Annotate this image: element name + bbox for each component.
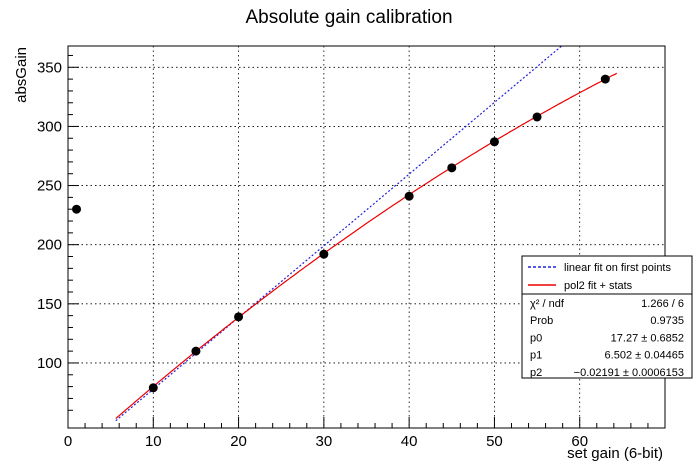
data-points bbox=[72, 74, 610, 393]
x-tick-label: 50 bbox=[486, 433, 503, 450]
grid-lines bbox=[68, 46, 665, 428]
stats-value: −0.02191 ± 0.0006153 bbox=[574, 367, 684, 379]
chart-title: Absolute gain calibration bbox=[245, 7, 452, 28]
x-tick-label: 10 bbox=[145, 433, 162, 450]
data-point bbox=[489, 137, 499, 147]
data-point bbox=[532, 112, 542, 122]
legend-linear-label: linear fit on first points bbox=[564, 262, 671, 274]
x-tick-label: 30 bbox=[316, 433, 333, 450]
data-point bbox=[234, 312, 244, 322]
stats-label: χ² / ndf bbox=[530, 298, 565, 310]
stats-value: 17.27 ± 0.6852 bbox=[611, 332, 684, 344]
y-tick-label: 300 bbox=[37, 118, 62, 135]
x-axis-label: set gain (6-bit) bbox=[567, 445, 663, 462]
x-tick-label: 0 bbox=[64, 433, 72, 450]
stats-value: 0.9735 bbox=[650, 315, 684, 327]
y-axis-label: absGain bbox=[13, 47, 30, 103]
stats-label: p1 bbox=[530, 350, 542, 362]
x-tick-label: 60 bbox=[571, 433, 588, 450]
stats-value: 1.266 / 6 bbox=[641, 298, 684, 310]
stats-label: p2 bbox=[530, 367, 542, 379]
legend-pol2-label: pol2 fit + stats bbox=[564, 280, 633, 292]
plot-frame bbox=[67, 45, 666, 429]
data-point bbox=[72, 204, 82, 214]
y-tick-label: 200 bbox=[37, 237, 62, 254]
legend-box: linear fit on first points pol2 fit + st… bbox=[521, 255, 693, 379]
legend-frame bbox=[521, 255, 693, 379]
stats-label: Prob bbox=[530, 315, 553, 327]
data-point bbox=[404, 191, 414, 201]
data-point bbox=[600, 74, 610, 84]
x-tick-label: 20 bbox=[230, 433, 247, 450]
stats-label: p0 bbox=[530, 332, 542, 344]
stats-table: χ² / ndf 1.266 / 6 Prob 0.9735 p0 17.27 ± 0.6… bbox=[530, 298, 684, 379]
y-tick-label: 100 bbox=[37, 355, 62, 372]
y-tick-label: 150 bbox=[37, 296, 62, 313]
y-tick-label: 250 bbox=[37, 178, 62, 195]
data-point bbox=[148, 383, 158, 393]
axes: 0 10 20 30 40 50 60 100 150 200 250 300 350 bbox=[37, 54, 649, 450]
linear-fit-line bbox=[115, 45, 562, 422]
stats-value: 6.502 ± 0.04465 bbox=[605, 350, 684, 362]
data-point bbox=[447, 163, 457, 173]
x-tick-label: 40 bbox=[401, 433, 418, 450]
y-tick-label: 350 bbox=[37, 59, 62, 76]
data-point bbox=[191, 346, 201, 356]
data-point bbox=[319, 249, 329, 259]
